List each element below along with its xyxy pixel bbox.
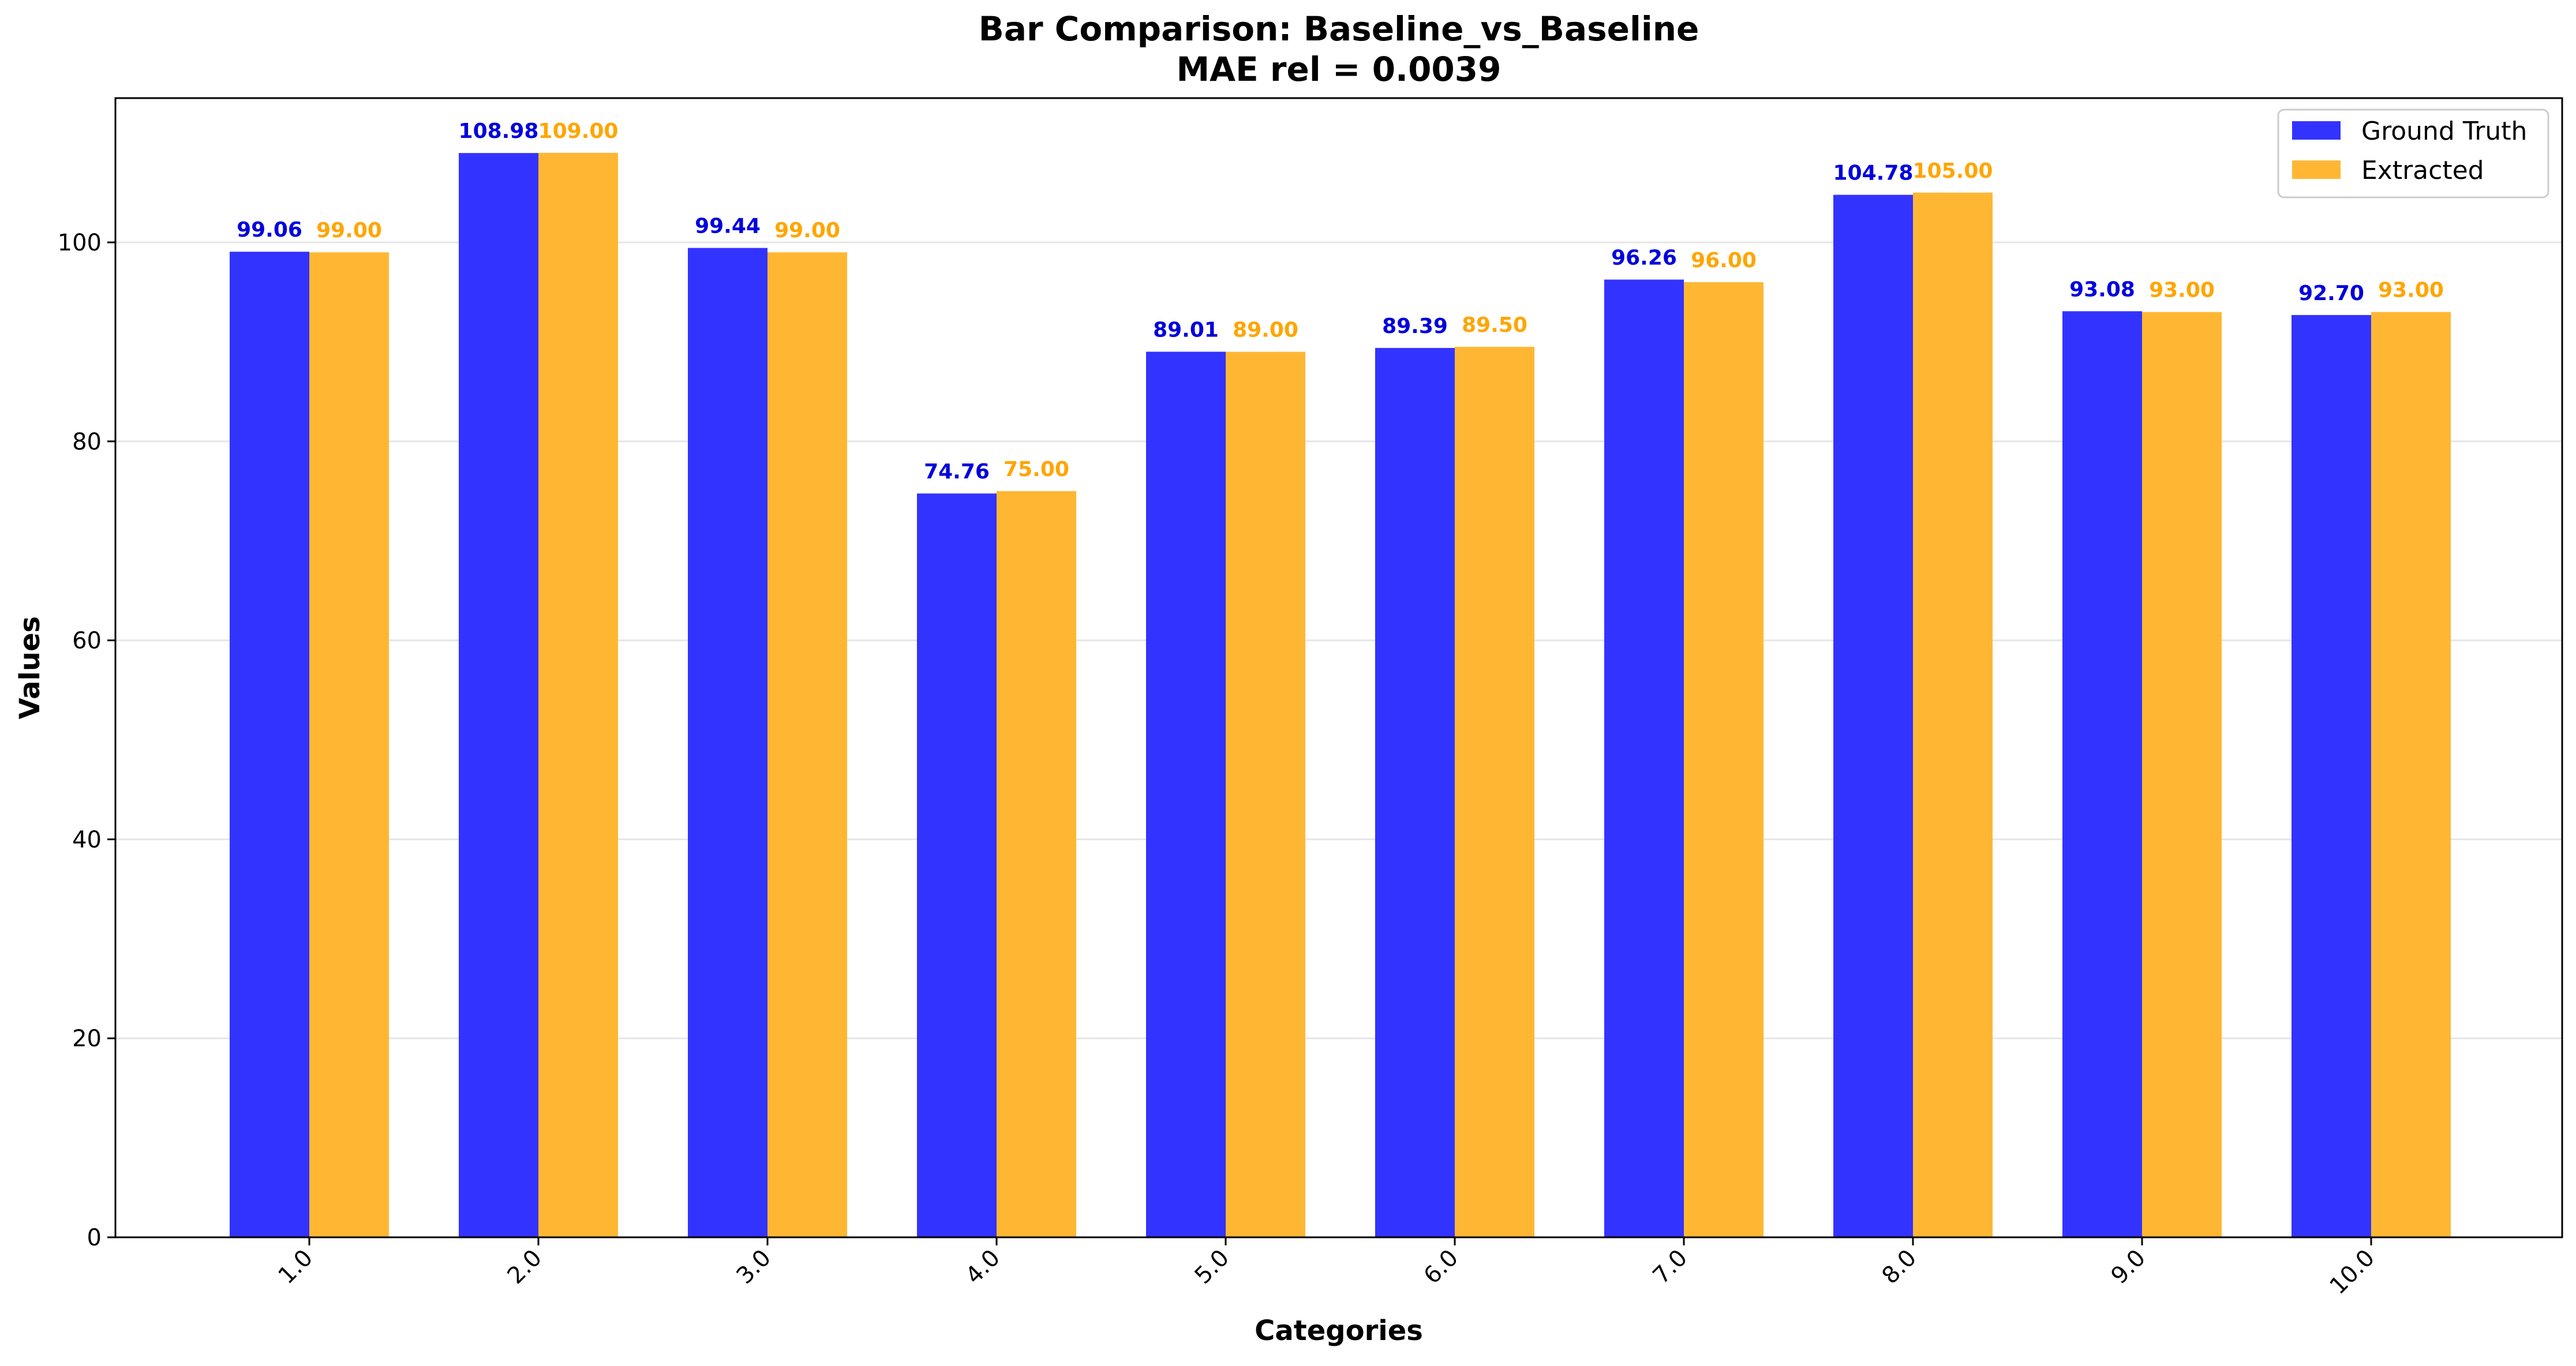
data-label-ground-truth: 108.98 <box>459 119 539 143</box>
bar-ground-truth-8.0 <box>1833 194 1913 1238</box>
legend-swatch-ground-truth <box>2292 121 2341 140</box>
data-label-extracted: 99.00 <box>316 219 382 242</box>
bar-ground-truth-9.0 <box>2062 311 2142 1237</box>
data-label-extracted: 105.00 <box>1913 159 1993 183</box>
bar-extracted-8.0 <box>1913 192 1993 1238</box>
plot-frame <box>114 97 2563 1238</box>
bar-extracted-2.0 <box>538 152 618 1238</box>
y-tick-label: 40 <box>72 826 102 853</box>
data-label-ground-truth: 99.44 <box>695 215 761 238</box>
bar-ground-truth-1.0 <box>230 252 309 1238</box>
y-axis-label: Values <box>14 616 46 720</box>
bar-extracted-3.0 <box>767 252 847 1238</box>
bar-extracted-4.0 <box>997 491 1076 1238</box>
data-label-extracted: 96.00 <box>1691 249 1757 272</box>
legend: Ground Truth Extracted <box>2277 108 2549 199</box>
data-label-extracted: 93.00 <box>2378 279 2444 302</box>
y-tick-label: 20 <box>72 1026 102 1052</box>
y-tick-label: 60 <box>72 628 102 654</box>
legend-label-ground-truth: Ground Truth <box>2361 117 2527 146</box>
chart-subtitle: MAE rel = 0.0039 <box>1176 50 1501 89</box>
data-label-ground-truth: 93.08 <box>2069 278 2135 301</box>
data-label-extracted: 99.00 <box>774 219 840 242</box>
bar-ground-truth-2.0 <box>459 153 538 1237</box>
data-label-extracted: 109.00 <box>538 119 619 143</box>
bar-extracted-5.0 <box>1226 351 1305 1237</box>
chart-title: Bar Comparison: Baseline_vs_Baseline <box>979 9 1699 48</box>
x-axis-label: Categories <box>1255 1315 1423 1347</box>
bar-ground-truth-3.0 <box>688 248 767 1238</box>
bar-ground-truth-4.0 <box>917 493 997 1237</box>
legend-swatch-extracted <box>2292 160 2341 179</box>
data-label-ground-truth: 89.39 <box>1382 315 1448 338</box>
data-label-extracted: 89.00 <box>1233 319 1298 342</box>
bar-value-labels: 99.06 99.00 108.98 109.00 99.44 99.00 74.76 75.… <box>237 119 2444 484</box>
bar-ground-truth-10.0 <box>2292 315 2371 1237</box>
data-label-extracted: 89.50 <box>1462 313 1527 337</box>
y-axis: 0 20 40 60 80 100 <box>58 230 115 1251</box>
bar-extracted-6.0 <box>1455 347 1534 1237</box>
bar-extracted-1.0 <box>309 252 389 1238</box>
bars <box>230 152 2451 1238</box>
data-label-ground-truth: 104.78 <box>1833 162 1914 185</box>
data-label-ground-truth: 99.06 <box>237 218 302 242</box>
legend-label-extracted: Extracted <box>2361 156 2484 185</box>
data-label-ground-truth: 96.26 <box>1611 246 1677 270</box>
bar-extracted-9.0 <box>2142 312 2222 1237</box>
data-label-extracted: 75.00 <box>1004 458 1069 481</box>
y-tick-label: 0 <box>87 1225 102 1251</box>
bar-ground-truth-6.0 <box>1375 347 1455 1237</box>
y-tick-label: 80 <box>72 429 102 455</box>
bar-extracted-10.0 <box>2371 312 2451 1237</box>
legend-box <box>2277 108 2549 199</box>
data-label-extracted: 93.00 <box>2149 279 2215 302</box>
bar-ground-truth-5.0 <box>1146 351 1226 1237</box>
bar-ground-truth-7.0 <box>1604 279 1684 1237</box>
bar-extracted-7.0 <box>1684 282 1763 1237</box>
data-label-ground-truth: 92.70 <box>2298 282 2364 305</box>
y-tick-label: 100 <box>58 230 102 256</box>
data-label-ground-truth: 89.01 <box>1153 318 1219 342</box>
data-label-ground-truth: 74.76 <box>924 460 990 484</box>
